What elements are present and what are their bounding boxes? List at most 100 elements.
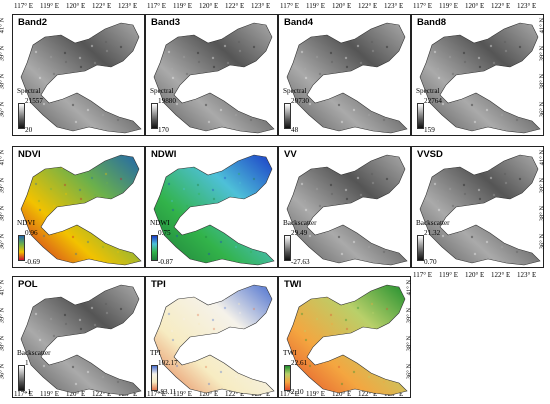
- legend-max: 102.17: [158, 359, 178, 367]
- latitude-tick: 36° N: [0, 234, 6, 250]
- study-region-map: [153, 284, 275, 396]
- latitude-tick: 39° N: [0, 178, 6, 194]
- panel-ndvi: NDVI NDVI 0.96 -0.69: [12, 146, 145, 268]
- panel-vvsd: VVSD Backscatter 21.32 0.70: [411, 146, 544, 268]
- latitude-tick: 38° N: [0, 206, 6, 222]
- panel-title: TWI: [284, 279, 302, 290]
- latitude-tick: 36° N: [0, 102, 6, 118]
- longitude-tick: 123° E: [517, 271, 537, 279]
- longitude-tick: 120° E: [332, 390, 352, 398]
- colorbar: [151, 365, 158, 391]
- longitude-tick: 123° E: [251, 2, 271, 10]
- study-region-map: [419, 22, 541, 134]
- longitude-tick: 120° E: [465, 271, 485, 279]
- longitude-tick: 122° E: [491, 2, 511, 10]
- longitude-tick: 123° E: [118, 2, 138, 10]
- panel-ndwi: NDWI NDWI 0.75 -0.87: [145, 146, 278, 268]
- longitude-tick: 119° E: [40, 2, 60, 10]
- legend-min: -27.63: [291, 258, 310, 266]
- latitude-tick: 36° N: [0, 364, 6, 380]
- colorbar: [284, 103, 291, 129]
- latitude-tick: 39° N: [0, 308, 6, 324]
- colorbar: [284, 235, 291, 261]
- longitude-tick: 123° E: [384, 2, 404, 10]
- legend-label: NDWI: [150, 219, 170, 227]
- latitude-tick: 41° N: [0, 18, 6, 34]
- panel-title: Band3: [151, 17, 181, 28]
- legend-max: 19880: [158, 97, 176, 105]
- longitude-tick: 120° E: [66, 390, 86, 398]
- panel-vv: VV Backscatter 29.49 -27.63: [278, 146, 411, 268]
- longitude-tick: 117° E: [147, 2, 167, 10]
- legend-label: Backscatter: [17, 349, 51, 357]
- study-region-map: [286, 154, 408, 266]
- colorbar: [151, 235, 158, 261]
- colorbar: [18, 235, 25, 261]
- legend-max: 0.75: [158, 229, 171, 237]
- longitude-tick: 119° E: [173, 2, 193, 10]
- latitude-tick: 41° N: [0, 280, 6, 296]
- legend-min: 159: [424, 126, 435, 134]
- panel-title: VVSD: [417, 149, 443, 160]
- legend-label: Spectral: [283, 87, 307, 95]
- study-region-map: [153, 154, 275, 266]
- longitude-tick: 120° E: [66, 2, 86, 10]
- latitude-tick: 41° N: [0, 150, 6, 166]
- panel-tpi: TPI TPI 102.17 -83.11: [145, 276, 278, 398]
- legend-min: 20: [25, 126, 33, 134]
- panel-title: VV: [284, 149, 297, 160]
- longitude-tick: 117° E: [147, 390, 167, 398]
- legend-label: Spectral: [150, 87, 174, 95]
- study-region-map: [153, 22, 275, 134]
- legend-max: 22.61: [291, 359, 308, 367]
- longitude-tick: 123° E: [517, 2, 537, 10]
- longitude-tick: 119° E: [439, 271, 459, 279]
- longitude-tick: 117° E: [14, 2, 34, 10]
- panel-title: Band2: [18, 17, 48, 28]
- legend-min: -0.69: [25, 258, 40, 266]
- legend-label: TPI: [150, 349, 161, 357]
- legend-min: 2.10: [291, 388, 304, 396]
- colorbar: [151, 103, 158, 129]
- panel-pol: POL Backscatter 1 -1: [12, 276, 145, 398]
- legend-max: 21557: [25, 97, 43, 105]
- longitude-tick: 119° E: [439, 2, 459, 10]
- longitude-tick: 117° E: [280, 2, 300, 10]
- longitude-tick: 120° E: [465, 2, 485, 10]
- study-region-map: [20, 154, 142, 266]
- study-region-map: [20, 22, 142, 134]
- longitude-tick: 119° E: [306, 2, 326, 10]
- latitude-tick: 38° N: [0, 336, 6, 352]
- longitude-tick: 117° E: [413, 271, 433, 279]
- longitude-tick: 117° E: [14, 390, 34, 398]
- colorbar: [18, 103, 25, 129]
- legend-label: TWI: [283, 349, 297, 357]
- longitude-tick: 117° E: [280, 390, 300, 398]
- panel-title: NDWI: [151, 149, 177, 160]
- longitude-tick: 122° E: [92, 390, 112, 398]
- longitude-tick: 122° E: [92, 2, 112, 10]
- study-region-map: [419, 154, 541, 266]
- panel-twi: TWI TWI 22.61 2.10: [278, 276, 411, 398]
- panel-band3: Band3 Spectral 19880 170: [145, 14, 278, 136]
- legend-label: Spectral: [416, 87, 440, 95]
- panel-title: NDVI: [18, 149, 41, 160]
- legend-label: NDVI: [17, 219, 35, 227]
- longitude-tick: 119° E: [40, 390, 60, 398]
- colorbar: [18, 365, 25, 391]
- legend-min: 48: [291, 126, 299, 134]
- colorbar: [417, 103, 424, 129]
- legend-min: -83.11: [158, 388, 177, 396]
- legend-max: 22764: [424, 97, 442, 105]
- study-region-map: [286, 22, 408, 134]
- legend-min: 0.70: [424, 258, 437, 266]
- longitude-tick: 122° E: [358, 390, 378, 398]
- panel-title: Band8: [417, 17, 447, 28]
- legend-min: -0.87: [158, 258, 173, 266]
- longitude-tick: 119° E: [306, 390, 326, 398]
- legend-min: 170: [158, 126, 169, 134]
- panel-band2: Band2 Spectral 21557 20: [12, 14, 145, 136]
- latitude-tick: 39° N: [0, 46, 6, 62]
- study-region-map: [20, 284, 142, 396]
- latitude-tick: 38° N: [0, 74, 6, 90]
